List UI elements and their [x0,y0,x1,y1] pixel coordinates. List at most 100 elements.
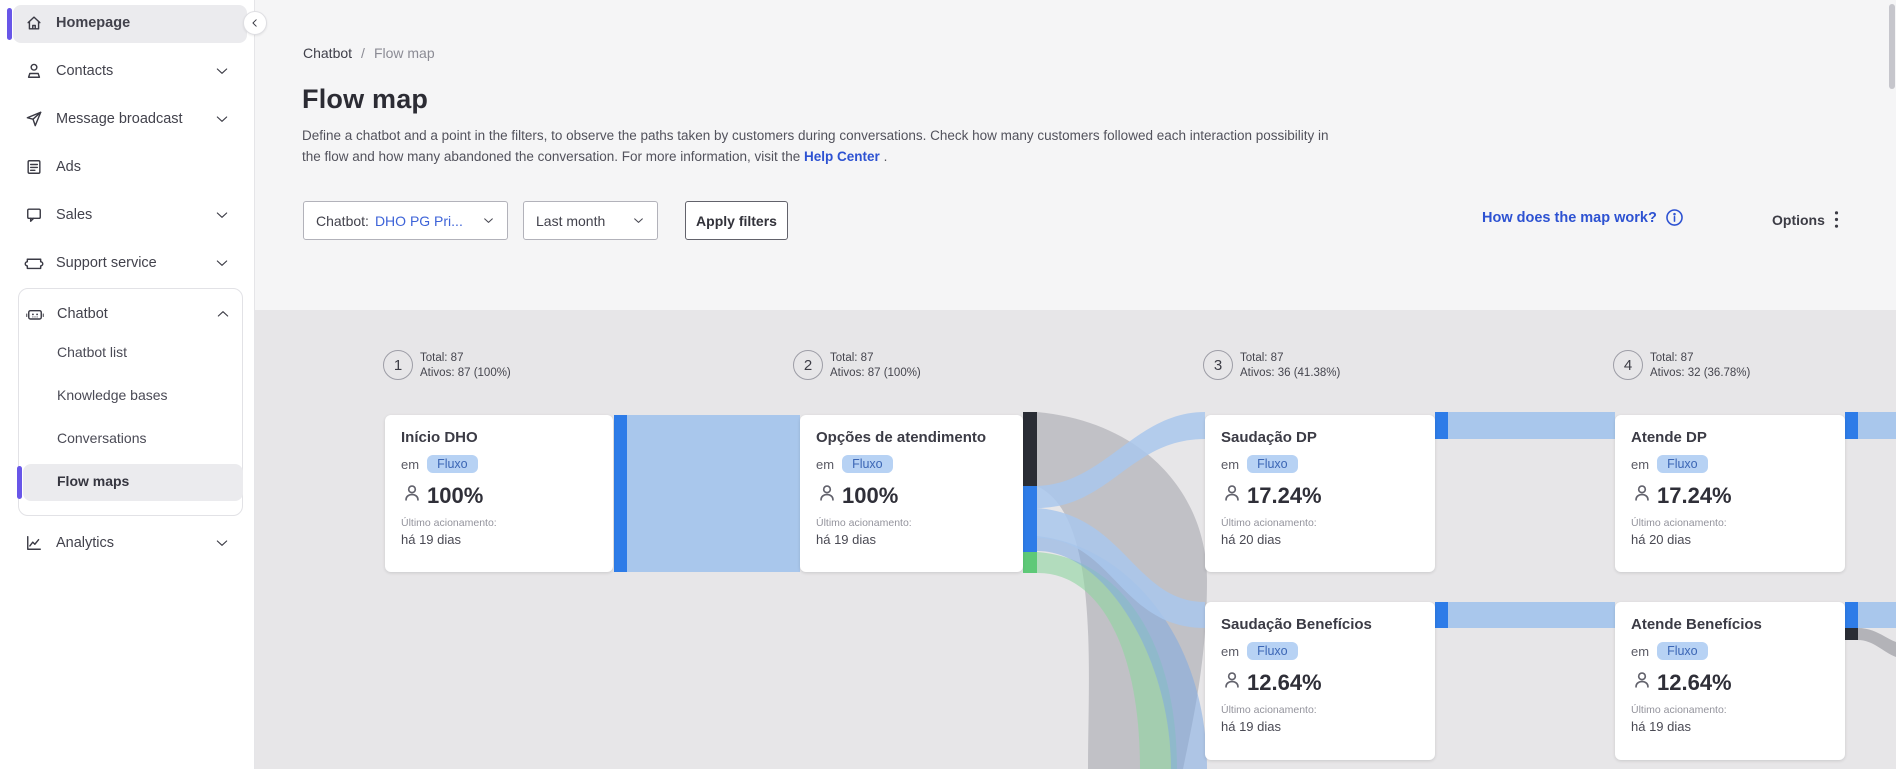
sidebar-item-label: Flow maps [57,473,130,489]
line-chart-icon [24,533,44,553]
sankey-flows [614,412,1896,769]
kebab-menu-icon[interactable] [1834,210,1839,229]
breadcrumb-separator: / [361,45,365,61]
sidebar-item-support-service[interactable]: Support service [0,243,255,283]
flow-band-to-saudacao-dp [1037,412,1205,508]
card-title: Início DHO [401,429,478,446]
breadcrumb-current: Flow map [373,45,435,61]
card-title: Opções de atendimento [816,429,987,446]
flow-card-inicio-dho[interactable]: Início DHO em Fluxo 100% Último acionamen… [385,415,613,572]
card-flow-badge: Fluxo [1247,642,1298,660]
sidebar-item-label: Message broadcast [56,111,183,127]
flow-band-green [1037,552,1177,769]
flow-card-saudacao-beneficios[interactable]: Saudação Benefícios em Fluxo 12.64% Últim… [1205,602,1435,760]
card-last-trigger-value: há 20 dias [1221,532,1281,547]
flow-band-atende-dp-out [1858,412,1896,439]
sidebar-item-flow-maps[interactable]: Flow maps [17,464,244,501]
sidebar-item-chatbot-list[interactable]: Chatbot list [57,344,128,360]
breadcrumb: Chatbot / Flow map [303,45,435,61]
sidebar-item-knowledge-bases[interactable]: Knowledge bases [57,387,168,403]
person-icon [1221,669,1243,696]
options-label: Options [1772,211,1825,228]
flow-band-atende-beneficios-out [1858,602,1896,628]
card-flow-badge: Fluxo [427,455,478,473]
sidebar-collapse-button[interactable] [243,11,267,35]
card-last-trigger-value: há 19 dias [1631,719,1691,734]
chatbot-select-value: DHO PG Pri... [374,212,463,229]
period-select[interactable]: Last month [523,201,658,240]
map-help-link[interactable]: How does the map work? [1482,208,1684,227]
flow-band-abandon-small [1858,628,1896,657]
send-icon [24,109,44,129]
column-number: 4 [1613,350,1643,380]
card-last-trigger-value: há 19 dias [401,532,461,547]
card-flow-badge: Fluxo [842,455,893,473]
column-total: Total: 87 [420,352,464,364]
sidebar-item-analytics[interactable]: Analytics [0,523,255,563]
card-percent: 17.24% [1657,482,1732,508]
column-total: Total: 87 [1650,352,1694,364]
column-active: Ativos: 32 (36.78%) [1650,367,1751,379]
card-title: Atende DP [1631,429,1707,446]
info-icon[interactable] [1665,208,1684,227]
page-description-line1: Define a chatbot and a point in the filt… [302,128,1329,143]
chatbot-select[interactable]: Chatbot: DHO PG Pri... [303,201,508,240]
robot-icon [25,304,45,324]
card-title: Atende Benefícios [1631,616,1762,633]
person-icon [401,482,423,509]
sidebar-item-ads[interactable]: Ads [0,147,255,187]
column-total: Total: 87 [830,352,874,364]
ticket-icon [24,253,44,273]
sidebar-item-contacts[interactable]: Contacts [0,51,255,91]
chevron-down-icon [214,255,230,271]
sidebar: Homepage Contacts Message broadcast Ads … [0,0,255,769]
card-flow-badge: Fluxo [1657,642,1708,660]
page-description-line2: the flow and how many abandoned the conv… [302,146,887,167]
card-percent: 17.24% [1247,482,1322,508]
sidebar-item-sales[interactable]: Sales [0,195,255,235]
vertical-scrollbar[interactable] [1889,4,1895,89]
sidebar-item-label: Chatbot [57,306,108,322]
document-icon [24,157,44,177]
flow-card-atende-dp[interactable]: Atende DP em Fluxo 17.24% Último acioname… [1615,415,1845,572]
help-center-link[interactable]: Help Center [804,149,880,164]
sidebar-item-label: Homepage [56,15,131,31]
flow-card-atende-beneficios[interactable]: Atende Benefícios em Fluxo 12.64% Último … [1615,602,1845,760]
sidebar-item-label: Ads [56,159,81,175]
person-icon [1631,669,1653,696]
sidebar-item-chatbot[interactable]: Chatbot [19,294,244,334]
card-em-label: em [1221,643,1240,659]
flow-band-saudacao-dp-to-atende-dp [1448,412,1615,439]
chat-bubble-icon [24,205,44,225]
sidebar-item-homepage[interactable]: Homepage [0,3,255,43]
options-menu[interactable]: Options [1772,210,1839,229]
map-help-text: How does the map work? [1482,209,1657,226]
node-bar-atende-dp [1845,412,1858,439]
card-em-label: em [1631,456,1650,472]
card-percent: 100% [427,482,484,508]
card-em-label: em [401,456,420,472]
column-number: 1 [383,350,413,380]
flow-card-saudacao-dp[interactable]: Saudação DP em Fluxo 17.24% Último aciona… [1205,415,1435,572]
node-bar-atende-beneficios-dark [1845,628,1858,640]
apply-filters-button[interactable]: Apply filters [685,201,788,240]
sidebar-item-label: Support service [56,255,157,271]
home-icon [24,13,44,33]
chatbot-section: Chatbot Chatbot list Knowledge bases Con… [17,288,244,516]
column-active: Ativos: 87 (100%) [830,367,921,379]
card-percent: 100% [842,482,899,508]
page-description-line2-text: the flow and how many abandoned the conv… [302,149,801,164]
sidebar-item-message-broadcast[interactable]: Message broadcast [0,99,255,139]
card-em-label: em [816,456,835,472]
card-last-trigger-value: há 19 dias [1221,719,1281,734]
breadcrumb-parent[interactable]: Chatbot [303,45,353,61]
selected-item-background [13,5,247,43]
flow-card-opcoes-de-atendimento[interactable]: Opções de atendimento em Fluxo 100% Últim… [800,415,1023,572]
card-last-trigger-label: Último acionamento: [401,517,497,529]
column-header-4: 4 Total: 87 Ativos: 32 (36.78%) [1613,350,1750,381]
sidebar-item-conversations[interactable]: Conversations [57,430,147,446]
column-header-3: 3 Total: 87 Ativos: 36 (41.38%) [1203,350,1340,381]
node-bar-saudacao-beneficios [1435,602,1448,628]
flow-band-to-saudacao-beneficios [1037,508,1205,628]
node-bar-opcoes-dark [1023,412,1037,486]
